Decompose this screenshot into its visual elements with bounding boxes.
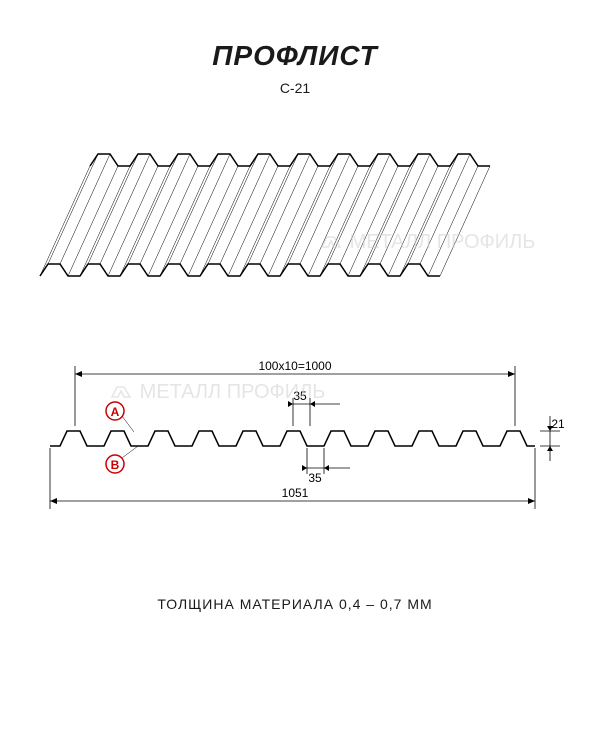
marker-b: B: [106, 446, 138, 473]
perspective-diagram: МЕТАЛЛ ПРОФИЛЬ: [20, 146, 570, 296]
dim-bottom-flat-text: 35: [308, 471, 322, 485]
product-title: ПРОФЛИСТ: [212, 40, 377, 72]
marker-b-label: B: [111, 458, 120, 472]
dim-height-text: 21: [551, 417, 565, 431]
profile-cross-section: [50, 431, 535, 446]
thickness-spec: ТОЛЩИНА МАТЕРИАЛА 0,4 – 0,7 ММ: [157, 596, 432, 612]
perspective-corrugation: [40, 154, 490, 276]
marker-a: A: [106, 402, 134, 432]
dim-bottom-flat: 35: [302, 448, 350, 485]
profile-diagram: 100x10=1000 35 35: [20, 356, 570, 536]
dim-top-flat-text: 35: [293, 389, 307, 403]
marker-a-label: A: [111, 405, 120, 419]
dim-top-flat: 35: [288, 389, 340, 426]
dim-overall-width-text: 1051: [282, 486, 309, 500]
product-model: C-21: [280, 80, 310, 96]
dim-height: 21: [540, 416, 565, 461]
dim-effective-width-text: 100x10=1000: [258, 359, 331, 373]
